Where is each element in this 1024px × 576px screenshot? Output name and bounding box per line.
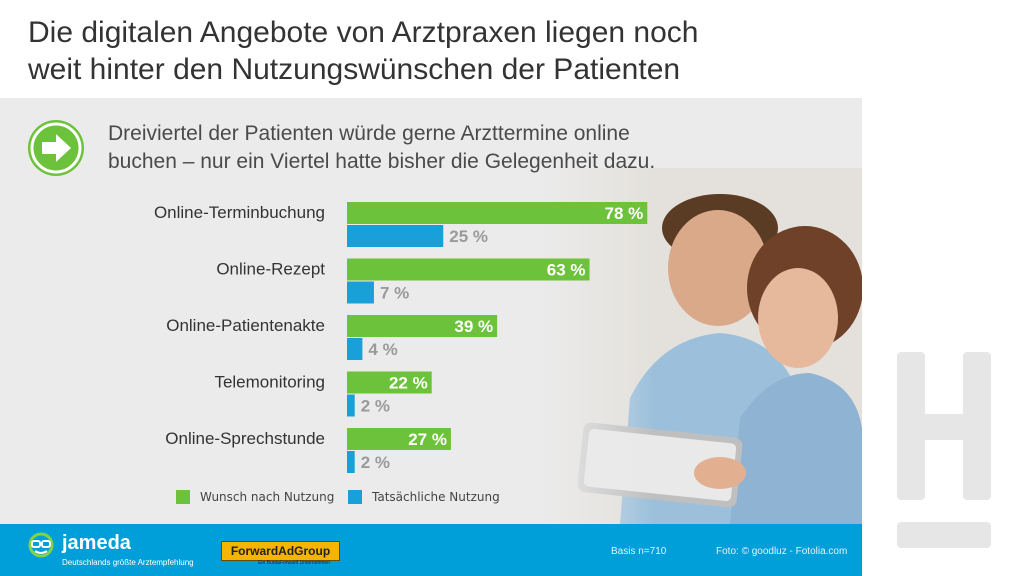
- data-label-wish: 78 %: [605, 204, 644, 223]
- data-label-actual: 2 %: [361, 453, 390, 472]
- bar-wish: [347, 258, 590, 281]
- data-label-wish: 22 %: [389, 374, 428, 393]
- footer-bar: [0, 524, 862, 576]
- content-panel: [0, 98, 862, 524]
- h-brand-icon: [897, 352, 991, 548]
- subtitle-line-2: buchen – nur ein Viertel hatte bisher di…: [108, 150, 656, 173]
- forwardadgroup-logo-text: ForwardAdGroup: [230, 544, 331, 558]
- data-label-wish: 63 %: [547, 261, 586, 280]
- legend-item-actual: Tatsächliche Nutzung: [348, 490, 500, 504]
- bar-wish: [347, 315, 498, 337]
- bar-chart: Online-Terminbuchung 78 % 25 % Online-Rezep…: [154, 202, 648, 473]
- legend-swatch-actual: [348, 490, 362, 504]
- data-label-actual: 25 %: [449, 227, 488, 246]
- bar-actual: [347, 338, 363, 360]
- bar-actual: [347, 225, 444, 247]
- sample-size-note: Basis n=710: [611, 546, 667, 557]
- subtitle: Dreiviertel der Patienten würde gerne Ar…: [108, 120, 655, 176]
- data-label-actual: 4 %: [368, 340, 397, 359]
- title-line-2: weit hinter den Nutzungswünschen der Pat…: [28, 53, 681, 86]
- bar-actual: [347, 451, 355, 473]
- bar-wish: [347, 428, 451, 450]
- forwardadgroup-subline: Ein BurdaForward Unternehmen: [258, 560, 330, 566]
- jameda-logo-icon: [28, 532, 54, 558]
- jameda-tagline: Deutschlands größte Arztempfehlung: [62, 558, 194, 567]
- couple-photo: [540, 168, 862, 524]
- legend-label-wish: Wunsch nach Nutzung: [200, 490, 335, 504]
- page-title: Die digitalen Angebote von Arztpraxen li…: [28, 14, 848, 88]
- legend-swatch-wish: [176, 490, 190, 504]
- category-label: Online-Patientenakte: [166, 316, 325, 335]
- bar-wish: [347, 371, 432, 394]
- bar-actual: [347, 394, 355, 417]
- data-label-wish: 27 %: [408, 430, 447, 449]
- legend-label-actual: Tatsächliche Nutzung: [372, 490, 500, 504]
- title-line-1: Die digitalen Angebote von Arztpraxen li…: [28, 16, 699, 49]
- bar-actual: [347, 281, 374, 304]
- subtitle-line-1: Dreiviertel der Patienten würde gerne Ar…: [108, 122, 630, 145]
- category-label: Online-Sprechstunde: [165, 429, 325, 448]
- data-label-actual: 2 %: [361, 397, 390, 416]
- arrow-right-icon: [28, 120, 84, 176]
- photo-credit: Foto: © goodluz - Fotolia.com: [716, 546, 848, 557]
- data-label-wish: 39 %: [454, 317, 493, 336]
- category-label: Online-Rezept: [216, 260, 325, 279]
- legend-item-wish: Wunsch nach Nutzung: [176, 490, 334, 504]
- category-label: Telemonitoring: [214, 373, 325, 392]
- bar-wish: [347, 202, 648, 224]
- data-label-actual: 7 %: [380, 284, 409, 303]
- forwardadgroup-logo: ForwardAdGroup: [221, 541, 340, 561]
- jameda-logo-text: jameda: [62, 532, 131, 554]
- category-label: Online-Terminbuchung: [154, 203, 325, 222]
